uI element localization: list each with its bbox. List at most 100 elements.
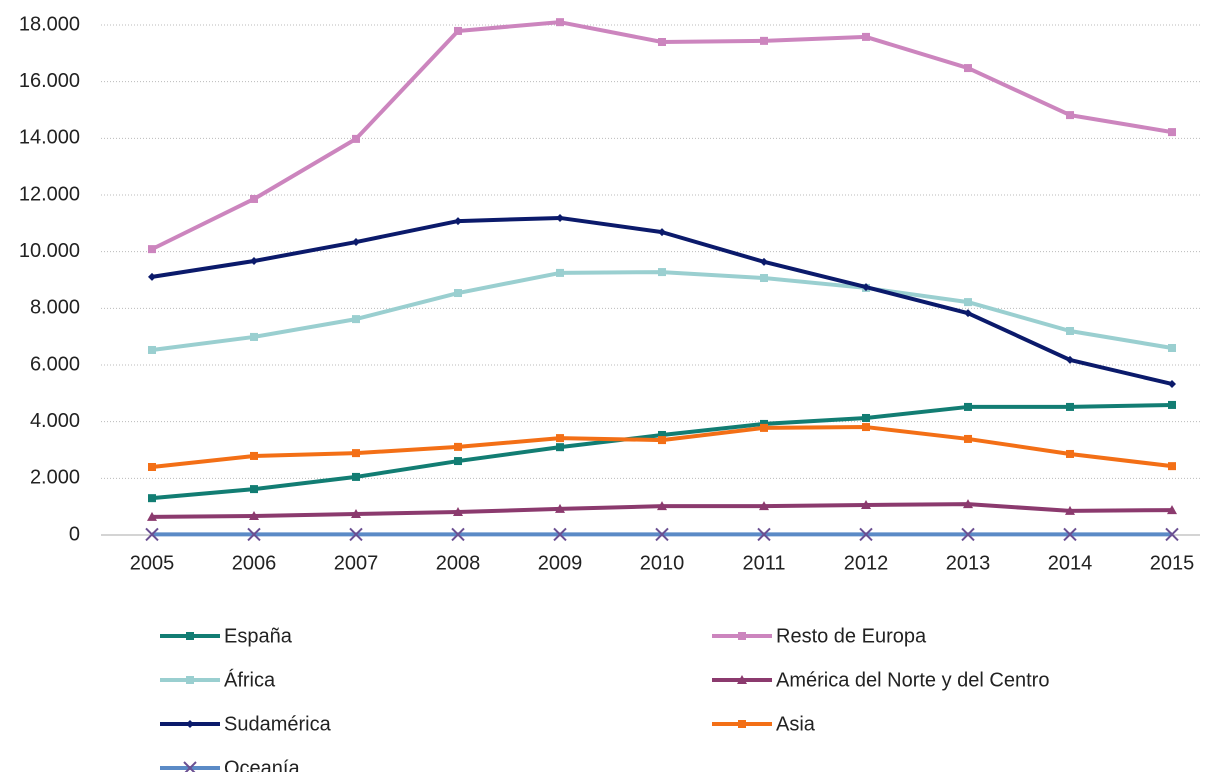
series-line bbox=[151, 20, 1173, 251]
data-point bbox=[1066, 355, 1074, 364]
data-point bbox=[147, 511, 157, 521]
data-point bbox=[453, 507, 463, 517]
legend-label: Sudamérica bbox=[224, 713, 332, 735]
legend-label: Resto de Europa bbox=[776, 625, 927, 647]
data-point bbox=[148, 272, 156, 281]
series-line bbox=[151, 215, 1173, 386]
data-point bbox=[964, 64, 972, 73]
data-point bbox=[249, 511, 259, 521]
y-tick-label: 18.000 bbox=[19, 13, 80, 35]
data-point bbox=[250, 451, 258, 460]
data-point bbox=[451, 527, 465, 542]
data-point bbox=[148, 463, 156, 471]
data-point bbox=[454, 289, 462, 298]
data-point bbox=[454, 457, 462, 466]
legend-marker bbox=[183, 761, 197, 772]
data-point bbox=[556, 18, 564, 27]
data-point bbox=[655, 527, 669, 542]
data-point bbox=[349, 527, 363, 542]
data-point bbox=[351, 509, 361, 519]
x-tick-label: 2005 bbox=[130, 552, 175, 574]
data-point bbox=[352, 238, 360, 247]
data-point bbox=[1168, 379, 1176, 388]
data-point bbox=[1066, 327, 1074, 335]
legend-marker bbox=[737, 675, 747, 684]
data-point bbox=[1168, 344, 1176, 352]
y-tick-label: 10.000 bbox=[19, 240, 80, 262]
y-tick-label: 4.000 bbox=[30, 410, 80, 432]
data-point bbox=[454, 26, 462, 35]
data-point bbox=[862, 32, 870, 41]
data-point bbox=[148, 494, 156, 503]
x-tick-label: 2006 bbox=[232, 552, 277, 574]
data-point bbox=[1165, 527, 1179, 542]
data-point bbox=[658, 38, 666, 46]
data-point bbox=[1066, 111, 1074, 120]
data-point bbox=[658, 430, 666, 439]
x-tick-label: 2012 bbox=[844, 552, 889, 574]
data-point bbox=[862, 423, 870, 432]
data-point bbox=[861, 499, 871, 509]
legend-label: España bbox=[224, 625, 293, 647]
y-tick-label: 12.000 bbox=[19, 183, 80, 205]
data-point bbox=[145, 527, 159, 542]
data-point bbox=[757, 527, 771, 542]
data-point bbox=[556, 268, 564, 277]
y-tick-label: 0 bbox=[69, 523, 80, 545]
data-point bbox=[862, 413, 870, 422]
data-point bbox=[148, 345, 156, 354]
data-point bbox=[760, 257, 768, 266]
data-point bbox=[658, 268, 666, 277]
data-point bbox=[556, 443, 564, 452]
data-point bbox=[556, 213, 564, 222]
data-point bbox=[1168, 462, 1176, 471]
data-point bbox=[964, 309, 972, 318]
y-tick-label: 16.000 bbox=[19, 70, 80, 92]
data-point bbox=[964, 402, 972, 411]
data-point bbox=[760, 274, 768, 283]
series-line bbox=[151, 402, 1173, 501]
data-point bbox=[250, 485, 258, 494]
y-tick-label: 2.000 bbox=[30, 467, 80, 489]
data-point bbox=[1063, 527, 1077, 542]
data-point bbox=[760, 36, 768, 45]
data-point bbox=[1066, 449, 1074, 458]
data-point bbox=[352, 134, 360, 143]
data-point bbox=[556, 434, 564, 443]
x-tick-label: 2009 bbox=[538, 552, 583, 574]
legend-label: África bbox=[224, 668, 276, 691]
data-point bbox=[1168, 128, 1176, 137]
x-tick-label: 2015 bbox=[1150, 552, 1195, 574]
data-point bbox=[961, 527, 975, 542]
data-point bbox=[352, 315, 360, 324]
data-point bbox=[148, 245, 156, 254]
x-tick-label: 2008 bbox=[436, 552, 481, 574]
x-tick-label: 2007 bbox=[334, 552, 379, 574]
data-point bbox=[760, 423, 768, 432]
legend-marker bbox=[738, 720, 746, 728]
data-point bbox=[963, 499, 973, 509]
legend-marker bbox=[186, 676, 194, 684]
data-point bbox=[352, 472, 360, 481]
x-tick-label: 2010 bbox=[640, 552, 685, 574]
data-point bbox=[759, 501, 769, 511]
legend-label: Oceanía bbox=[224, 757, 300, 772]
data-point bbox=[859, 527, 873, 542]
x-tick-label: 2011 bbox=[742, 552, 785, 574]
y-tick-label: 14.000 bbox=[19, 127, 80, 149]
data-point bbox=[964, 298, 972, 307]
legend-label: América del Norte y del Centro bbox=[776, 669, 1049, 691]
legend-marker bbox=[186, 720, 194, 728]
y-tick-label: 6.000 bbox=[30, 353, 80, 375]
legend-marker bbox=[186, 632, 194, 640]
data-point bbox=[658, 436, 666, 445]
data-point bbox=[250, 194, 258, 203]
data-point bbox=[555, 503, 565, 513]
data-point bbox=[964, 434, 972, 443]
data-point bbox=[862, 283, 870, 292]
data-point bbox=[1065, 505, 1075, 515]
data-point bbox=[454, 217, 462, 226]
data-point bbox=[657, 501, 667, 511]
data-point bbox=[553, 527, 567, 542]
